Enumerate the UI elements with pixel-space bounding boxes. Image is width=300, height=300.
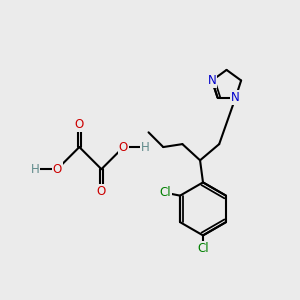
- Text: Cl: Cl: [160, 186, 171, 199]
- Text: Cl: Cl: [197, 242, 209, 255]
- Text: H: H: [31, 163, 40, 176]
- Text: H: H: [141, 141, 150, 154]
- Text: O: O: [52, 163, 62, 176]
- Text: O: O: [97, 185, 106, 198]
- Text: N: N: [231, 91, 240, 104]
- Text: O: O: [75, 118, 84, 131]
- Text: N: N: [208, 74, 216, 87]
- Text: O: O: [119, 141, 128, 154]
